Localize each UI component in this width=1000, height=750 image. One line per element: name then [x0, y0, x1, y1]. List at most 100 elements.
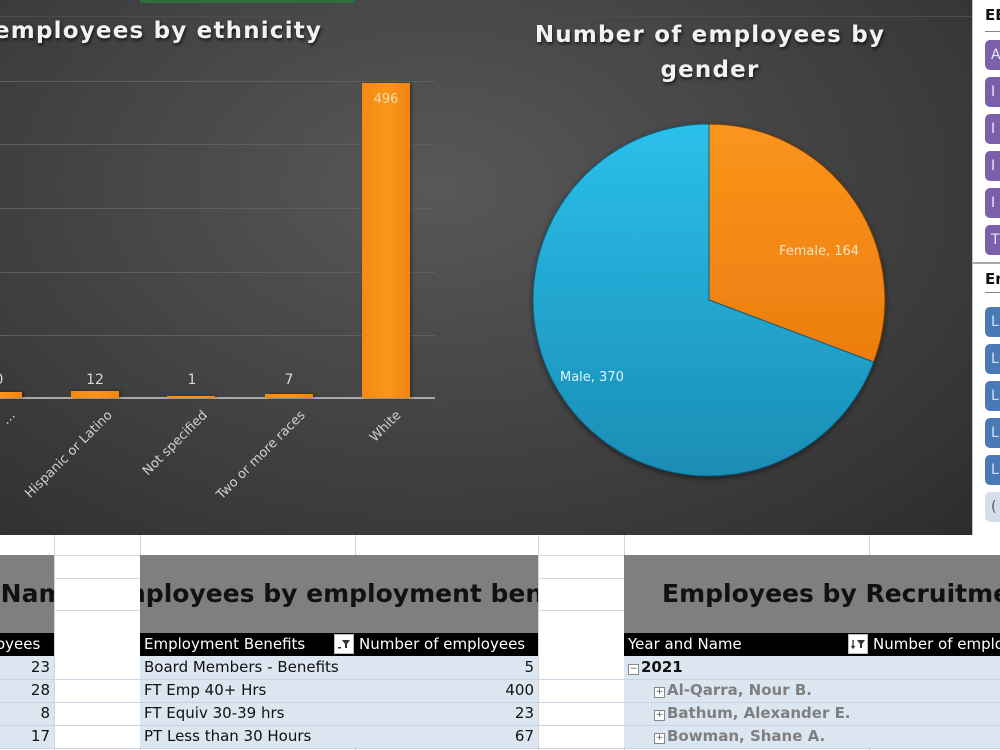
table-cell[interactable] — [869, 656, 1000, 679]
bar-white[interactable] — [362, 83, 410, 398]
table-cell[interactable]: FT Emp 40+ Hrs — [140, 679, 355, 702]
table-cell[interactable]: 5 — [355, 656, 538, 679]
column-header-benefits: Employment Benefits — [144, 635, 306, 653]
row-gridline — [0, 702, 1000, 703]
slicer-item[interactable]: L — [985, 381, 1000, 411]
column-header-count: Number of emplo — [873, 635, 1000, 653]
table-cell[interactable]: PT Less than 30 Hours — [140, 725, 355, 748]
filter-icon — [338, 640, 350, 649]
slicer-title: EE — [985, 6, 1000, 24]
row-gridline — [54, 555, 140, 556]
x-axis-label: Not specified — [139, 408, 211, 479]
row-employee[interactable]: + Al-Qarra, Nour B. — [624, 679, 869, 702]
slicer-item[interactable]: L — [985, 344, 1000, 374]
bar-value-label: 0 — [0, 372, 29, 388]
bar-not-specified[interactable] — [167, 396, 215, 398]
slicer-item[interactable]: A — [985, 40, 1000, 70]
slicer-item[interactable]: I — [985, 151, 1000, 181]
x-axis-label: Hispanic or Latino — [22, 408, 116, 502]
row-year-group[interactable]: −2021 — [624, 656, 869, 679]
column-gridline — [538, 535, 539, 750]
table-title: nployees by employment benef — [140, 579, 538, 608]
chart-title-line1: Number of employees by — [534, 22, 886, 48]
expand-icon[interactable]: + — [654, 710, 665, 721]
gridline — [0, 208, 435, 209]
table-header: Year and Name — [624, 633, 869, 656]
gridline — [0, 272, 435, 273]
table-cell[interactable]: 8 — [0, 702, 54, 725]
employee-name: Al-Qarra, Nour B. — [667, 681, 812, 699]
column-header-count: oyees — [0, 635, 41, 653]
slicer-item[interactable]: L — [985, 307, 1000, 337]
dashboard-panel: employees by ethnicity 0 12 1 7 496 … Hi… — [0, 0, 972, 535]
row-gridline — [0, 679, 1000, 680]
row-employee[interactable]: + Bathum, Alexander E. — [624, 702, 869, 725]
bar-two-or-more-races[interactable] — [265, 394, 313, 398]
table-cell[interactable]: Board Members - Benefits — [140, 656, 355, 679]
table-header: Employment Benefits — [140, 633, 355, 656]
slicer-em[interactable]: Em L L L L L ( — [972, 262, 1000, 537]
slicer-item[interactable]: L — [985, 418, 1000, 448]
row-gridline — [538, 578, 624, 579]
ethnicity-bar-chart[interactable]: employees by ethnicity 0 12 1 7 496 … Hi… — [0, 0, 450, 535]
expand-icon[interactable]: + — [654, 687, 665, 698]
x-axis-label: White — [367, 408, 405, 446]
table-cell[interactable]: 28 — [0, 679, 54, 702]
chart-title-line2: gender — [660, 57, 760, 83]
sort-filter-dropdown-button[interactable] — [848, 634, 868, 654]
bar-hispanic-or-latino[interactable] — [71, 391, 119, 398]
row-employee[interactable]: + Bowman, Shane A. — [624, 725, 869, 748]
divider — [985, 31, 1000, 32]
x-axis-label: Two or more races — [213, 408, 309, 503]
table-header: Number of emplo — [869, 633, 1000, 656]
expand-icon[interactable]: + — [654, 733, 665, 744]
slicer-item[interactable]: I — [985, 114, 1000, 144]
table-cell[interactable] — [869, 702, 1000, 725]
collapse-icon[interactable]: − — [628, 664, 639, 675]
x-axis-label: … — [0, 408, 19, 428]
bar-value-label: 12 — [86, 372, 104, 388]
slicer-item[interactable]: I — [985, 188, 1000, 218]
bar-value-label: 1 — [187, 372, 197, 388]
row-gridline — [0, 725, 1000, 726]
table-cell[interactable]: 67 — [355, 725, 538, 748]
table-header: Number of employees — [355, 633, 538, 656]
row-gridline — [538, 555, 624, 556]
table-cell[interactable] — [869, 679, 1000, 702]
table-header: oyees — [0, 633, 54, 656]
bar-value-label: 496 — [373, 92, 399, 107]
row-gridline — [54, 578, 140, 579]
x-axis — [0, 397, 435, 399]
slicer-item[interactable]: I — [985, 77, 1000, 107]
pie-graphic — [532, 123, 886, 477]
slicer-ee[interactable]: EE A I I I I T — [972, 0, 1000, 262]
spreadsheet-grid[interactable]: t Nam oyees 23 28 8 17 nployees by emplo… — [0, 535, 1000, 750]
table-banner: nployees by employment benef — [140, 555, 538, 633]
gridline — [0, 144, 435, 145]
table-cell[interactable] — [869, 725, 1000, 748]
year-label: 2021 — [641, 658, 683, 676]
bar-value-label: 7 — [284, 372, 294, 388]
filter-dropdown-button[interactable] — [334, 634, 354, 654]
bar-clipped-category[interactable] — [0, 392, 22, 398]
gender-pie-chart[interactable]: Number of employees by gender — [450, 0, 970, 535]
table-cell[interactable]: 23 — [0, 656, 54, 679]
chart-title: Number of employees by gender — [450, 18, 970, 88]
table-cell[interactable]: 23 — [355, 702, 538, 725]
gridline — [0, 335, 435, 336]
pie-slice-female[interactable] — [708, 123, 886, 363]
slicer-item[interactable]: T — [985, 225, 1000, 255]
slicer-item[interactable]: L — [985, 455, 1000, 485]
table-cell[interactable]: 400 — [355, 679, 538, 702]
employee-name: Bathum, Alexander E. — [667, 704, 851, 722]
table-title: t Nam — [0, 579, 54, 608]
row-gridline — [54, 610, 140, 611]
slicer-title: Em — [985, 270, 1000, 288]
table-banner: Employees by Recruitment — [624, 555, 1000, 633]
table-cell[interactable]: 17 — [0, 725, 54, 748]
pie-slice-male[interactable] — [532, 123, 875, 477]
divider — [0, 16, 972, 17]
table-banner: t Nam — [0, 555, 54, 633]
table-cell[interactable]: FT Equiv 30-39 hrs — [140, 702, 355, 725]
slicer-item[interactable]: ( — [985, 492, 1000, 522]
